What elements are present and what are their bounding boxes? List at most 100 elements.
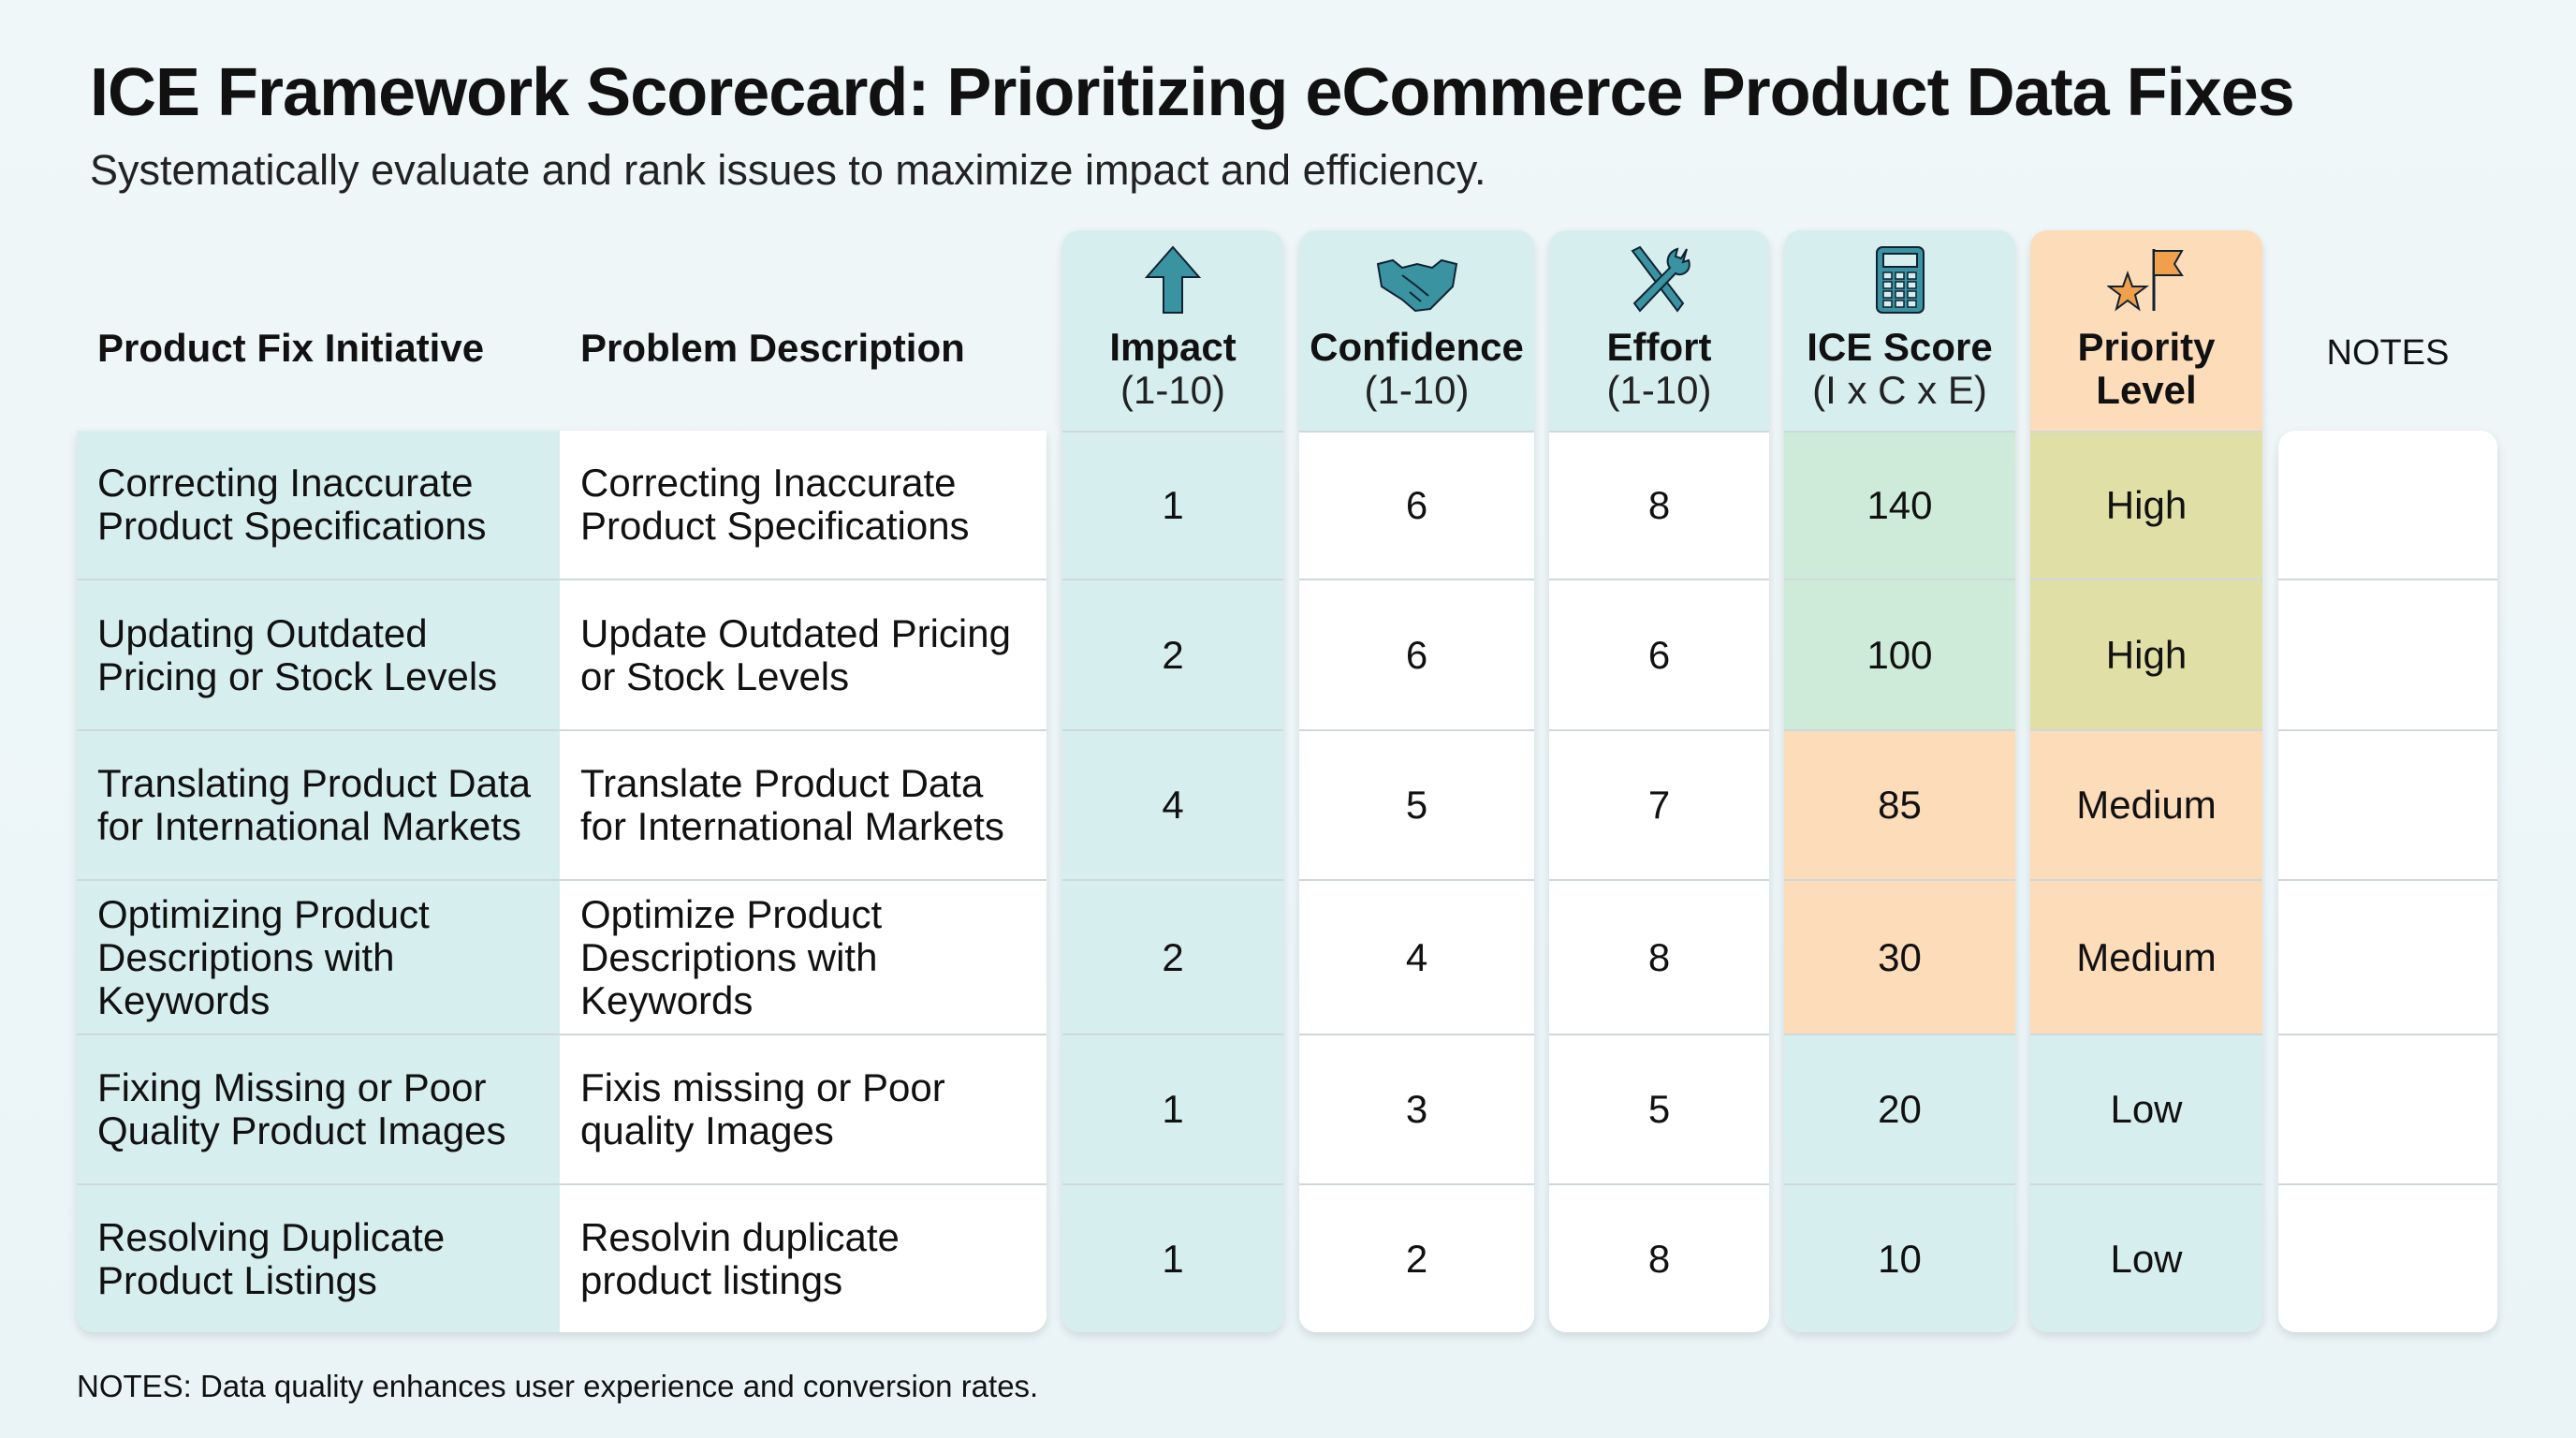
- cell-ice: 140: [1784, 431, 2015, 579]
- initiative-text: Updating Outdated Pricing or Stock Level…: [97, 610, 498, 698]
- cell-effort: 8: [1549, 1183, 1769, 1332]
- column-confidence-body: 6 6 5 4 3 2: [1299, 431, 1534, 1332]
- cell-effort: 7: [1549, 729, 1769, 879]
- cell-priority: Medium: [2030, 879, 2262, 1034]
- confidence-value: 5: [1405, 783, 1428, 827]
- header-impact: Impact (1-10): [1062, 230, 1283, 431]
- cell-notes[interactable]: [2278, 729, 2497, 879]
- header-effort-subtitle: (1-10): [1606, 368, 1712, 412]
- impact-value: 1: [1162, 1236, 1184, 1281]
- ice-value: 10: [1878, 1236, 1922, 1281]
- cell-description: Update Outdated Pricing or Stock Levels: [560, 579, 1046, 729]
- cell-impact: 1: [1062, 431, 1283, 579]
- initiative-text: Resolving Duplicate Product Listings: [97, 1214, 446, 1302]
- cell-impact: 4: [1062, 729, 1283, 879]
- confidence-value: 3: [1405, 1087, 1428, 1131]
- cell-effort: 8: [1549, 879, 1769, 1034]
- priority-value: High: [2105, 483, 2188, 527]
- cell-notes[interactable]: [2278, 1034, 2497, 1183]
- ice-value: 30: [1878, 934, 1922, 979]
- column-impact-body: 1 2 4 2 1 1: [1062, 431, 1283, 1332]
- handshake-icon: [1299, 230, 1534, 315]
- initiative-text: Translating Product Data for Internation…: [97, 761, 532, 848]
- effort-value: 8: [1647, 934, 1671, 979]
- header-priority-subtitle: Level: [2096, 368, 2197, 412]
- cell-priority: Low: [2030, 1183, 2262, 1332]
- column-effort-body: 8 6 7 8 5 8: [1549, 431, 1769, 1332]
- effort-value: 7: [1647, 783, 1671, 827]
- cell-confidence: 6: [1299, 431, 1534, 579]
- cell-confidence: 3: [1299, 1034, 1534, 1183]
- cell-priority: High: [2030, 431, 2262, 579]
- column-notes: NOTES: [2278, 230, 2497, 1332]
- column-impact: Impact (1-10) 1 2 4 2 1 1: [1062, 230, 1283, 1332]
- cell-effort: 8: [1549, 431, 1769, 579]
- priority-value: Low: [2110, 1087, 2183, 1131]
- confidence-value: 2: [1405, 1236, 1428, 1281]
- column-ice: ICE Score (I x C x E) 140 100 85 30 20 10: [1784, 230, 2015, 1332]
- header-confidence: Confidence (1-10): [1299, 230, 1534, 431]
- impact-value: 1: [1162, 483, 1184, 527]
- effort-value: 8: [1647, 1236, 1671, 1281]
- cell-confidence: 2: [1299, 1183, 1534, 1332]
- cell-priority: High: [2030, 579, 2262, 729]
- confidence-value: 6: [1405, 632, 1428, 677]
- cell-effort: 5: [1549, 1034, 1769, 1183]
- wrench-screwdriver-icon: [1549, 230, 1769, 315]
- cell-initiative: Translating Product Data for Internation…: [77, 729, 560, 879]
- cell-initiative: Fixing Missing or Poor Quality Product I…: [77, 1034, 560, 1183]
- header-ice-subtitle: (I x C x E): [1812, 368, 1987, 412]
- cell-description: Fixis missing or Poor quality Images: [560, 1034, 1046, 1183]
- ice-value: 100: [1866, 632, 1933, 677]
- priority-value: Low: [2110, 1236, 2183, 1281]
- column-confidence: Confidence (1-10) 6 6 5 4 3 2: [1299, 230, 1534, 1332]
- description-text: Correcting Inaccurate Product Specificat…: [580, 461, 970, 548]
- confidence-value: 4: [1405, 934, 1428, 979]
- priority-value: Medium: [2076, 783, 2217, 827]
- cell-notes[interactable]: [2278, 1183, 2497, 1332]
- cell-ice: 10: [1784, 1183, 2015, 1332]
- cell-initiative: Optimizing Product Descriptions with Key…: [77, 879, 560, 1034]
- initiative-text: Fixing Missing or Poor Quality Product I…: [97, 1065, 506, 1152]
- cell-initiative: Updating Outdated Pricing or Stock Level…: [77, 579, 560, 729]
- header-notes: NOTES: [2278, 230, 2497, 431]
- effort-value: 8: [1647, 483, 1671, 527]
- cell-impact: 1: [1062, 1183, 1283, 1332]
- description-text: Fixis missing or Poor quality Images: [580, 1065, 945, 1152]
- cell-confidence: 4: [1299, 879, 1534, 1034]
- header-impact-subtitle: (1-10): [1120, 368, 1226, 412]
- cell-description: Correcting Inaccurate Product Specificat…: [560, 431, 1046, 579]
- cell-ice: 85: [1784, 729, 2015, 879]
- confidence-value: 6: [1405, 483, 1428, 527]
- header-confidence-title: Confidence: [1310, 325, 1524, 369]
- cell-ice: 100: [1784, 579, 2015, 729]
- cell-confidence: 6: [1299, 579, 1534, 729]
- initiative-text: Optimizing Product Descriptions with Key…: [97, 891, 430, 1022]
- cell-notes[interactable]: [2278, 879, 2497, 1034]
- cell-initiative: Resolving Duplicate Product Listings: [77, 1183, 560, 1332]
- page-subtitle: Systematically evaluate and rank issues …: [90, 146, 1486, 194]
- header-ice: ICE Score (I x C x E): [1784, 230, 2015, 431]
- ice-value: 140: [1866, 483, 1933, 527]
- impact-value: 1: [1162, 1087, 1184, 1131]
- cell-priority: Low: [2030, 1034, 2262, 1183]
- initiative-text: Correcting Inaccurate Product Specificat…: [97, 461, 487, 548]
- header-impact-title: Impact: [1109, 325, 1237, 369]
- ice-value: 85: [1878, 783, 1922, 827]
- cell-notes[interactable]: [2278, 579, 2497, 729]
- cell-confidence: 5: [1299, 729, 1534, 879]
- column-notes-body: [2278, 431, 2497, 1332]
- cell-impact: 2: [1062, 579, 1283, 729]
- initiative-table: Correcting Inaccurate Product Specificat…: [77, 431, 1046, 1332]
- header-effort-title: Effort: [1606, 325, 1712, 369]
- cell-impact: 1: [1062, 1034, 1283, 1183]
- calculator-icon: [1784, 230, 2015, 315]
- impact-value: 2: [1162, 934, 1184, 979]
- cell-notes[interactable]: [2278, 431, 2497, 579]
- arrow-up-icon: [1062, 230, 1283, 315]
- description-text: Update Outdated Pricing or Stock Levels: [580, 610, 1011, 698]
- column-priority: Priority Level High High Medium Medium Low Low: [2030, 230, 2262, 1332]
- column-priority-body: High High Medium Medium Low Low: [2030, 431, 2262, 1332]
- effort-value: 6: [1647, 632, 1671, 677]
- impact-value: 4: [1162, 783, 1184, 827]
